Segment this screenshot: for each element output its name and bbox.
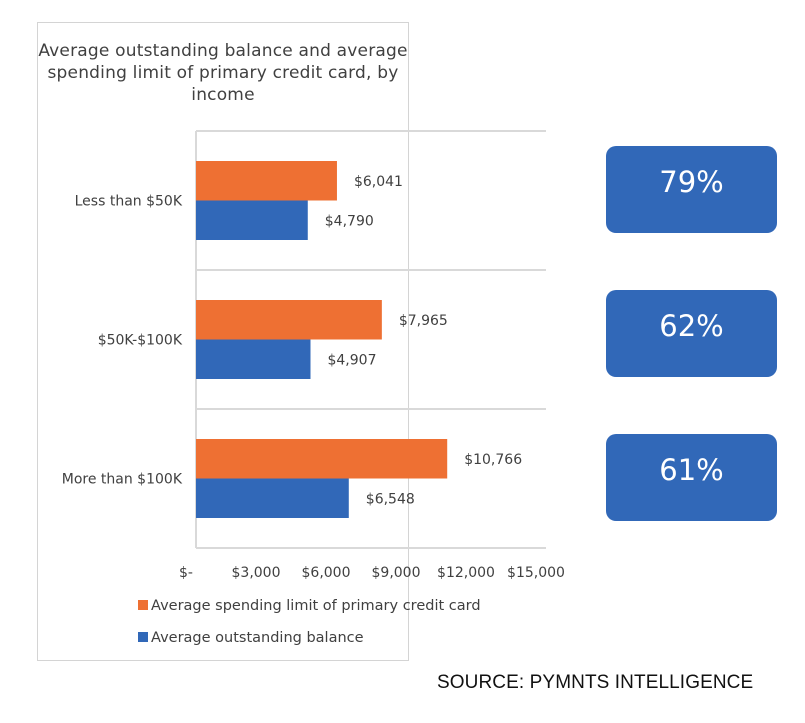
utilization-badge-50k-100k: 62% <box>606 290 777 377</box>
chart-title-line-2: spending limit of primary credit card, b… <box>47 63 399 83</box>
chart-title-line-3: income <box>191 85 255 105</box>
category-label-less-than-50k: Less than $50K <box>75 194 183 210</box>
bar-spending-limit-50k-100k <box>196 300 382 340</box>
data-label-spending-limit-more-than-100k: $10,766 <box>464 452 522 468</box>
category-label-50k-100k: $50K-$100K <box>98 333 183 349</box>
legend-label-outstanding-balance: Average outstanding balance <box>151 630 364 646</box>
data-label-outstanding-balance-less-than-50k: $4,790 <box>325 213 374 229</box>
bar-spending-limit-less-than-50k <box>196 161 337 201</box>
x-tick-label: $12,000 <box>437 565 495 581</box>
x-tick-label: $3,000 <box>232 565 281 581</box>
source-caption: SOURCE: PYMNTS INTELLIGENCE <box>437 672 754 693</box>
x-tick-label: $9,000 <box>372 565 421 581</box>
legend-label-spending-limit: Average spending limit of primary credit… <box>151 598 481 614</box>
utilization-badge-more-than-100k: 61% <box>606 434 777 521</box>
data-label-outstanding-balance-more-than-100k: $6,548 <box>366 491 415 507</box>
utilization-badge-less-than-50k: 79% <box>606 146 777 233</box>
bar-spending-limit-more-than-100k <box>196 439 448 479</box>
data-label-outstanding-balance-50k-100k: $4,907 <box>327 352 376 368</box>
legend-swatch-outstanding-balance <box>138 632 148 642</box>
x-tick-label: $- <box>179 565 193 581</box>
chart-title: Average outstanding balance and average … <box>37 40 409 106</box>
bar-outstanding-balance-50k-100k <box>196 339 311 379</box>
category-label-more-than-100k: More than $100K <box>62 472 183 488</box>
data-label-spending-limit-50k-100k: $7,965 <box>399 313 448 329</box>
legend-swatch-spending-limit <box>138 600 148 610</box>
data-label-spending-limit-less-than-50k: $6,041 <box>354 174 403 190</box>
bar-outstanding-balance-less-than-50k <box>196 200 308 240</box>
x-tick-label: $6,000 <box>302 565 351 581</box>
x-tick-label: $15,000 <box>507 565 565 581</box>
chart-title-line-1: Average outstanding balance and average <box>38 41 408 61</box>
legend-item-spending-limit: Average spending limit of primary credit… <box>138 598 481 614</box>
bar-outstanding-balance-more-than-100k <box>196 478 349 518</box>
legend-item-outstanding-balance: Average outstanding balance <box>138 630 364 646</box>
